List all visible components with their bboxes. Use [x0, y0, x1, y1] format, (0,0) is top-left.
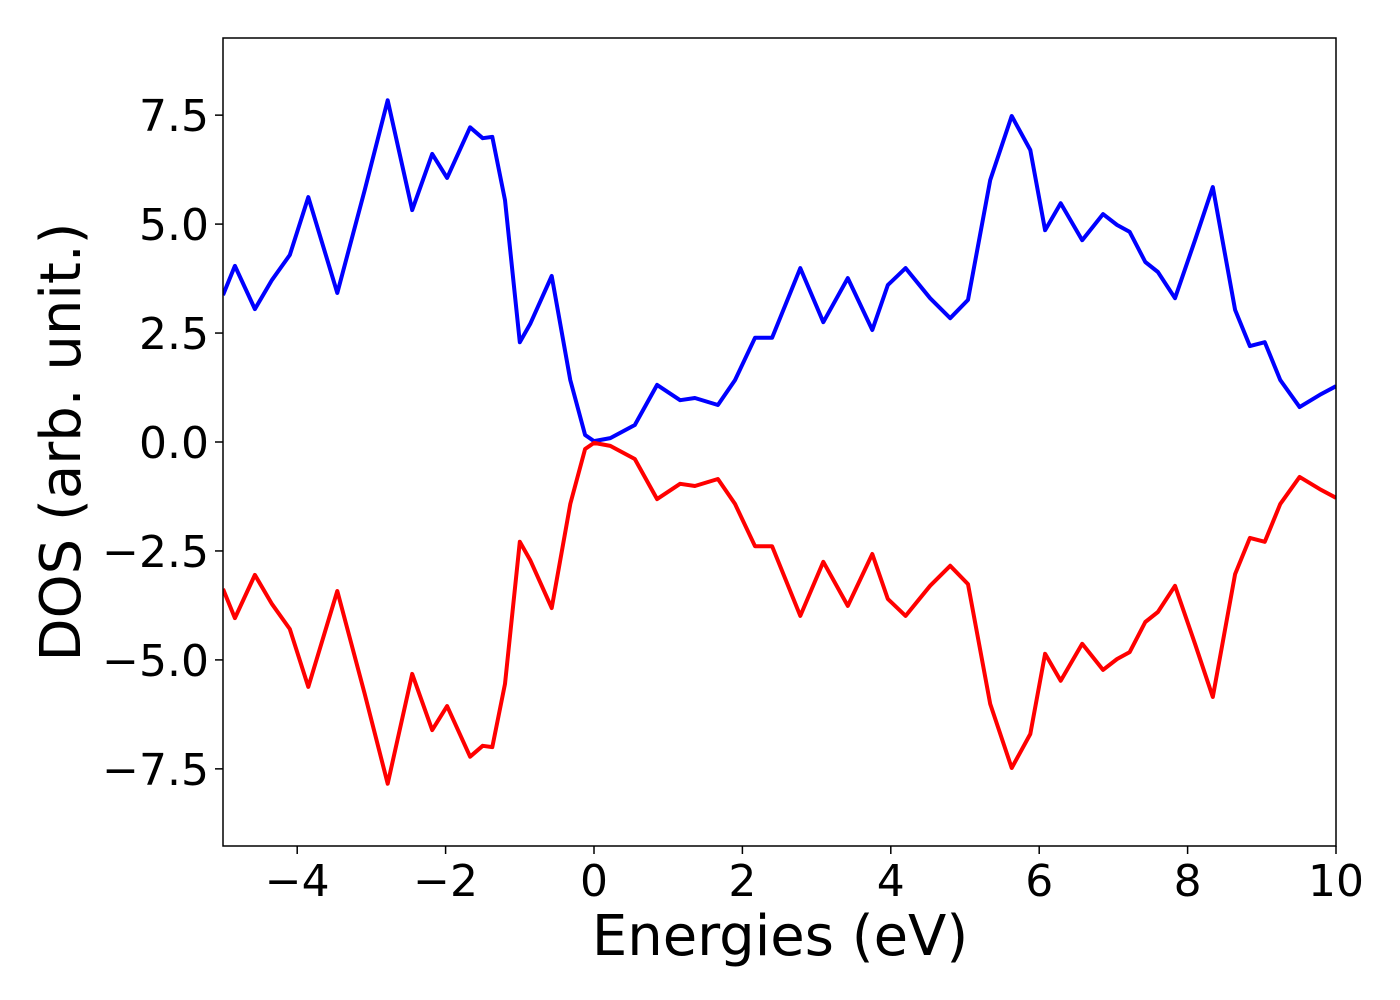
x-tick-label: 10 [1308, 856, 1364, 907]
y-tick-label: 0.0 [139, 418, 209, 469]
x-axis-label: Energies (eV) [592, 904, 968, 969]
y-tick-label: −5.0 [102, 636, 209, 687]
y-tick-label: 5.0 [139, 200, 209, 251]
x-tick-label: −4 [265, 856, 330, 907]
line [223, 440, 1336, 786]
y-axis-label: DOS (arb. unit.) [29, 222, 94, 661]
x-tick-label: 4 [877, 856, 905, 907]
y-tick-label: −2.5 [102, 527, 209, 578]
plot-frame [222, 37, 1337, 847]
y-tick-label: 2.5 [139, 309, 209, 360]
y-tick-label: −7.5 [102, 745, 209, 796]
y-tick-label: 7.5 [139, 91, 209, 142]
x-tick-label: 2 [728, 856, 756, 907]
x-tick-label: 8 [1174, 856, 1202, 907]
x-tick-label: 0 [580, 856, 608, 907]
line [223, 98, 1336, 444]
x-tick-label: 6 [1025, 856, 1053, 907]
x-tick-label: −2 [413, 856, 478, 907]
